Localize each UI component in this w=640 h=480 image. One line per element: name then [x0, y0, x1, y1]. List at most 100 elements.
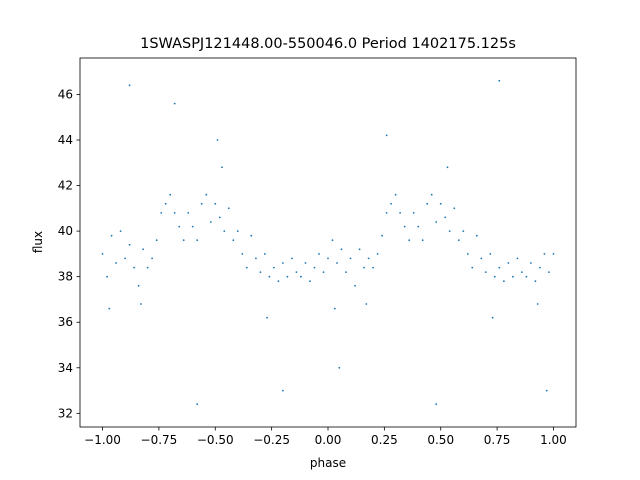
data-point: [385, 212, 388, 214]
data-point: [543, 253, 546, 255]
x-tick-label: −1.00: [84, 433, 121, 447]
data-point: [196, 239, 199, 242]
data-point: [282, 262, 284, 264]
x-tick-label: 0.25: [371, 433, 398, 447]
data-point: [525, 275, 528, 278]
x-tick-label: −0.75: [141, 433, 178, 447]
x-tick-label: 0.00: [315, 433, 342, 447]
data-point: [403, 225, 406, 228]
data-point: [128, 243, 131, 246]
data-point: [493, 275, 496, 278]
y-tick-label: 40: [58, 224, 73, 238]
data-point: [101, 253, 104, 255]
data-point: [106, 275, 108, 278]
data-point: [218, 216, 221, 219]
y-tick-label: 42: [58, 179, 73, 193]
data-point: [255, 257, 257, 260]
data-point: [457, 239, 460, 242]
data-point: [534, 280, 537, 283]
y-tick-label: 46: [58, 87, 73, 101]
data-point: [232, 239, 235, 242]
data-point: [471, 266, 474, 269]
y-tick-label: 44: [58, 133, 73, 147]
data-point: [223, 230, 226, 233]
y-tick-label: 34: [58, 361, 73, 375]
data-point: [462, 230, 465, 233]
chart-title: 1SWASPJ121448.00-550046.0 Period 1402175…: [140, 36, 516, 52]
data-point: [385, 134, 388, 137]
data-point: [426, 202, 429, 205]
data-point: [480, 257, 483, 260]
data-point: [530, 262, 532, 264]
data-point: [430, 193, 433, 196]
data-point: [173, 102, 176, 105]
data-point: [322, 271, 325, 273]
data-point: [512, 275, 514, 278]
data-point: [227, 207, 230, 210]
data-point: [160, 212, 163, 214]
data-point: [340, 248, 343, 251]
data-point: [363, 266, 365, 269]
data-point: [349, 257, 352, 260]
data-point: [408, 239, 411, 242]
data-point: [196, 403, 199, 406]
data-point: [124, 257, 126, 260]
x-tick-label: 0.50: [427, 433, 454, 447]
data-point: [259, 271, 262, 273]
data-point: [286, 275, 289, 278]
data-point: [250, 234, 253, 237]
y-tick-label: 38: [58, 270, 73, 284]
data-point: [439, 202, 442, 205]
data-point: [268, 275, 271, 278]
data-point: [372, 266, 374, 269]
data-point: [155, 239, 158, 242]
data-point: [446, 166, 449, 169]
data-point: [264, 253, 266, 255]
data-point: [327, 257, 329, 260]
y-tick-label: 32: [58, 406, 73, 420]
data-point: [417, 225, 420, 228]
y-axis: 32 34 36 38 40 42 44 46: [58, 87, 80, 420]
data-point: [164, 202, 167, 205]
data-point: [394, 193, 397, 196]
data-point: [498, 79, 501, 82]
data-point: [552, 253, 555, 255]
data-point: [300, 275, 302, 278]
data-point: [453, 207, 456, 210]
data-point: [539, 266, 541, 269]
data-point: [399, 212, 401, 214]
data-point: [466, 253, 469, 255]
data-point: [521, 271, 523, 273]
data-point: [236, 230, 239, 233]
data-point: [200, 202, 203, 205]
data-point: [191, 225, 194, 228]
y-axis-label: flux: [31, 231, 45, 253]
data-point: [448, 230, 451, 233]
data-point: [545, 389, 548, 392]
data-point: [214, 202, 217, 205]
data-point: [489, 253, 492, 255]
data-point: [178, 225, 181, 228]
data-point: [133, 266, 136, 269]
data-point: [381, 234, 383, 237]
x-axis: −1.00 −0.75 −0.50 −0.25 0.00 0.25 0.50 0.75 1.00: [84, 427, 567, 447]
x-axis-label: phase: [310, 456, 346, 470]
x-tick-label: −0.50: [197, 433, 234, 447]
data-point: [376, 253, 379, 255]
data-point: [277, 280, 280, 283]
data-point: [358, 248, 361, 251]
data-point: [173, 212, 176, 214]
data-point: [115, 262, 117, 264]
x-tick-label: −0.25: [253, 433, 290, 447]
data-point: [209, 221, 212, 223]
x-tick-label: 0.75: [484, 433, 511, 447]
data-point: [137, 284, 140, 287]
data-point: [205, 193, 208, 196]
data-point: [412, 212, 415, 214]
data-point: [516, 257, 519, 260]
data-point: [128, 84, 131, 87]
data-point: [182, 239, 185, 242]
data-point: [498, 266, 501, 269]
data-point: [169, 193, 172, 196]
